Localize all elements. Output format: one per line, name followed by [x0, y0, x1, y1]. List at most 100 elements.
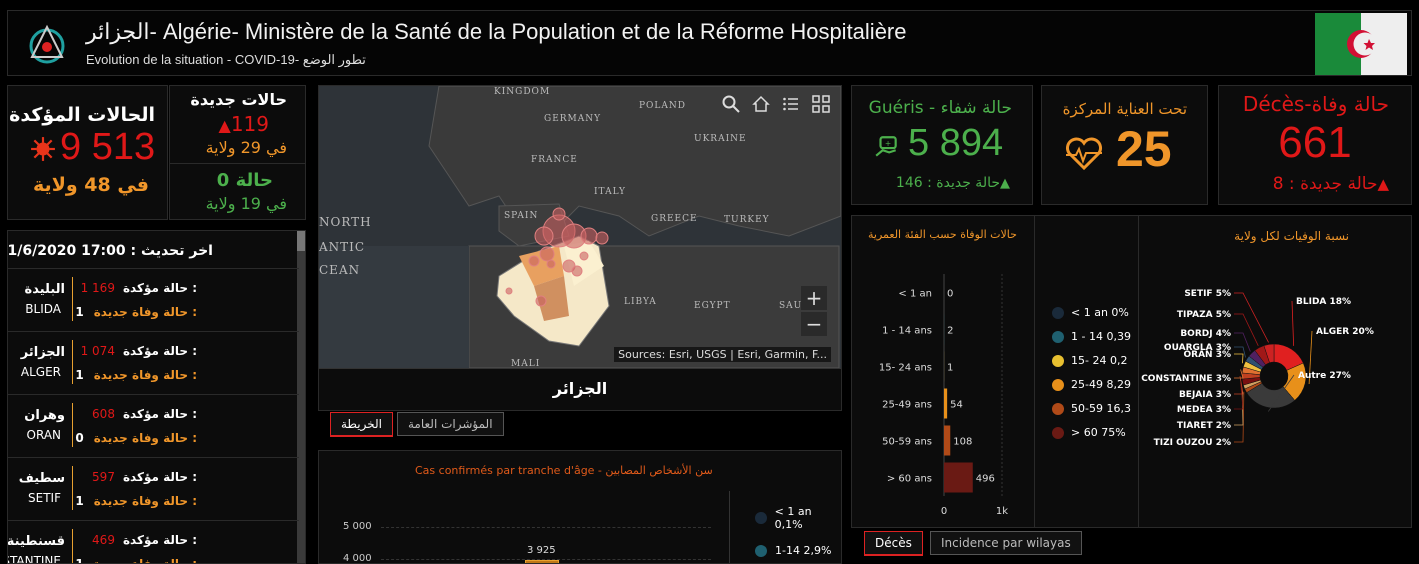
cases-age-title: Cas confirmés par tranche d'âge - سن الأ…	[415, 464, 713, 477]
legend-item: 50-59 16,3	[1052, 402, 1132, 415]
category-label: 15- 24 ans	[879, 363, 932, 374]
wilaya-name-fr: ORAN	[26, 428, 61, 442]
legend-swatch	[1052, 354, 1064, 367]
map-label: GREECE	[651, 214, 698, 224]
confirmed-row: 1 169 حالة مؤكدة :	[81, 281, 197, 295]
leader-line	[1234, 369, 1244, 379]
pie-slice	[1246, 382, 1296, 409]
scrollbar-thumb[interactable]	[297, 231, 305, 251]
pie-slice	[1263, 343, 1275, 364]
pie-label: Autre 27%	[1298, 371, 1351, 381]
new-cases-value: 119	[230, 112, 269, 136]
bar-data-label: 3 925	[527, 545, 556, 556]
deaths-label: Décès-حالة وفاة	[1242, 92, 1389, 116]
y-tick-label: 4 000	[343, 553, 372, 564]
pie-label: OUARGLA 3%	[1164, 343, 1231, 353]
category-label: < 1 an	[898, 289, 932, 300]
confirmed-count: 608	[92, 407, 115, 421]
confirmed-count: 597	[92, 470, 115, 484]
map-caption-bar: الجزائر	[319, 368, 841, 410]
wilaya-name-ar: الجزائر	[20, 345, 65, 360]
deaths-row: 1 حالة وفاة جديدة :	[75, 494, 197, 508]
death-count: 1	[75, 494, 84, 508]
pie-label: BORDJ 4%	[1180, 329, 1231, 339]
deaths-new-row: حالة جديدة : 8▲	[1273, 174, 1389, 194]
wilaya-name-fr: SETIF	[28, 491, 61, 505]
algeria-flag-icon	[1315, 13, 1407, 75]
confirmed-count-label: حالة مؤكدة :	[122, 281, 197, 295]
pie-label: TIZI OUZOU 2%	[1154, 438, 1231, 448]
basemap-gallery-icon[interactable]	[811, 94, 831, 114]
map-canvas[interactable]: KINGDOM POLAND GERMANY UKRAINE FRANCE IT…	[319, 86, 841, 368]
pie-label: MEDEA 3%	[1177, 405, 1231, 415]
zoom-in-button[interactable]: +	[801, 286, 827, 310]
pie-label: BLIDA 18%	[1296, 297, 1351, 307]
confirmed-cases-panel: الحالات المؤكدة 9 513 في 48 ولاية	[7, 85, 168, 220]
gridline	[381, 527, 711, 528]
list-item[interactable]: قسنطينة CONSTANTINE 469 حالة مؤكدة : 1 حالة و…	[7, 520, 299, 564]
icu-value: 25	[1116, 121, 1172, 177]
confirmed-count-label: حالة مؤكدة :	[122, 344, 197, 358]
confirmed-wilayas: في 48 ولاية	[33, 174, 149, 196]
scrollbar[interactable]	[297, 231, 305, 563]
legend-swatch	[1052, 378, 1064, 391]
legend-swatch	[1052, 330, 1064, 343]
tab-general-indicators[interactable]: المؤشرات العامة	[397, 412, 504, 436]
leader-line	[1267, 374, 1295, 412]
confirmed-count: 1 074	[80, 344, 115, 358]
map-label: EGYPT	[694, 301, 731, 311]
confirmed-count: 469	[92, 533, 115, 547]
recovered-label: Guéris - حالة شفاء	[868, 98, 1012, 118]
leader-line	[1234, 346, 1246, 358]
legend-swatch	[755, 512, 767, 524]
tab-incidence-wilayas[interactable]: Incidence par wilayas	[930, 531, 1082, 555]
list-item[interactable]: البليدة BLIDA 1 169 حالة مؤكدة : 1 حالة وفاة …	[8, 268, 299, 331]
map-label: GERMANY	[544, 114, 601, 124]
legend-label: 1 - 14 0,39	[1071, 330, 1131, 343]
zero-cases-wilayas: في 19 ولاية	[205, 194, 287, 213]
bar-value-label: 54	[950, 400, 963, 411]
chart-bar	[944, 388, 948, 419]
legend-item: 25-49 8,29	[1052, 378, 1132, 391]
map-label: CEAN	[319, 263, 360, 277]
gridline	[381, 559, 711, 560]
leader-line	[1234, 382, 1244, 410]
deaths-age-bar-chart: < 1 an 0 1 - 14 ans 2 15- 24 ans 1 25-49 ans 54…	[879, 274, 1008, 517]
list-item[interactable]: الجزائر ALGER 1 074 حالة مؤكدة : 1 حالة وفاة …	[8, 331, 299, 394]
cases-age-legend: < 1 an 0,1% 1-14 2,9%	[755, 505, 841, 557]
list-item[interactable]: سطيف SETIF 597 حالة مؤكدة : 1 حالة وفاة جديدة…	[8, 457, 299, 520]
tab-map[interactable]: الخريطة	[330, 412, 393, 437]
legend-list-icon[interactable]	[781, 94, 801, 114]
confirmed-row: 597 حالة مؤكدة :	[92, 470, 197, 484]
new-cases-panel: حالات جديدة ▲119 في 29 ولاية 0 حالة في 1…	[169, 85, 306, 220]
death-count-label: حالة وفاة جديدة :	[93, 557, 197, 564]
leader-line	[1234, 313, 1259, 347]
deaths-row: 0 حالة وفاة جديدة :	[75, 431, 197, 445]
zoom-out-button[interactable]: −	[801, 312, 827, 336]
death-count: 1	[75, 305, 84, 319]
confirmed-row: 1 074 حالة مؤكدة :	[81, 344, 197, 358]
wilaya-updates-list[interactable]: اخر تحديث : 17:00 1/6/2020 البليدة BLIDA 1…	[7, 230, 306, 564]
tab-deaths[interactable]: Décès	[864, 531, 923, 556]
list-item[interactable]: وهران ORAN 608 حالة مؤكدة : 0 حالة وفاة جديدة…	[8, 394, 299, 457]
chart-bar	[525, 560, 559, 563]
map-attribution: Sources: Esri, USGS | Esri, Garmin, F...	[614, 347, 831, 362]
wilaya-name-ar: قسنطينة	[7, 534, 65, 549]
pie-label: ALGER 20%	[1316, 327, 1374, 337]
deaths-row: 1 حالة وفاة جديدة :	[75, 368, 197, 382]
legend-label: 25-49 8,29	[1071, 378, 1131, 391]
category-label: 25-49 ans	[882, 400, 932, 411]
legend-label: < 1 an 0,1%	[774, 505, 812, 531]
wilaya-name-fr: CONSTANTINE	[8, 554, 61, 564]
search-icon[interactable]	[721, 94, 741, 114]
map-label: NORTH	[319, 215, 372, 229]
home-icon[interactable]	[751, 94, 771, 114]
pie-label: SETIF 5%	[1184, 289, 1231, 299]
map-label: SPAIN	[504, 211, 538, 221]
pie-label: BEJAIA 3%	[1179, 390, 1231, 400]
confirmed-count-label: حالة مؤكدة :	[122, 533, 197, 547]
map-label: TURKEY	[724, 215, 770, 225]
arrow-up-icon: ▲	[1377, 175, 1389, 193]
category-label: 50-59 ans	[882, 437, 932, 448]
icu-panel: تحت العناية المركزة 25	[1041, 85, 1208, 205]
